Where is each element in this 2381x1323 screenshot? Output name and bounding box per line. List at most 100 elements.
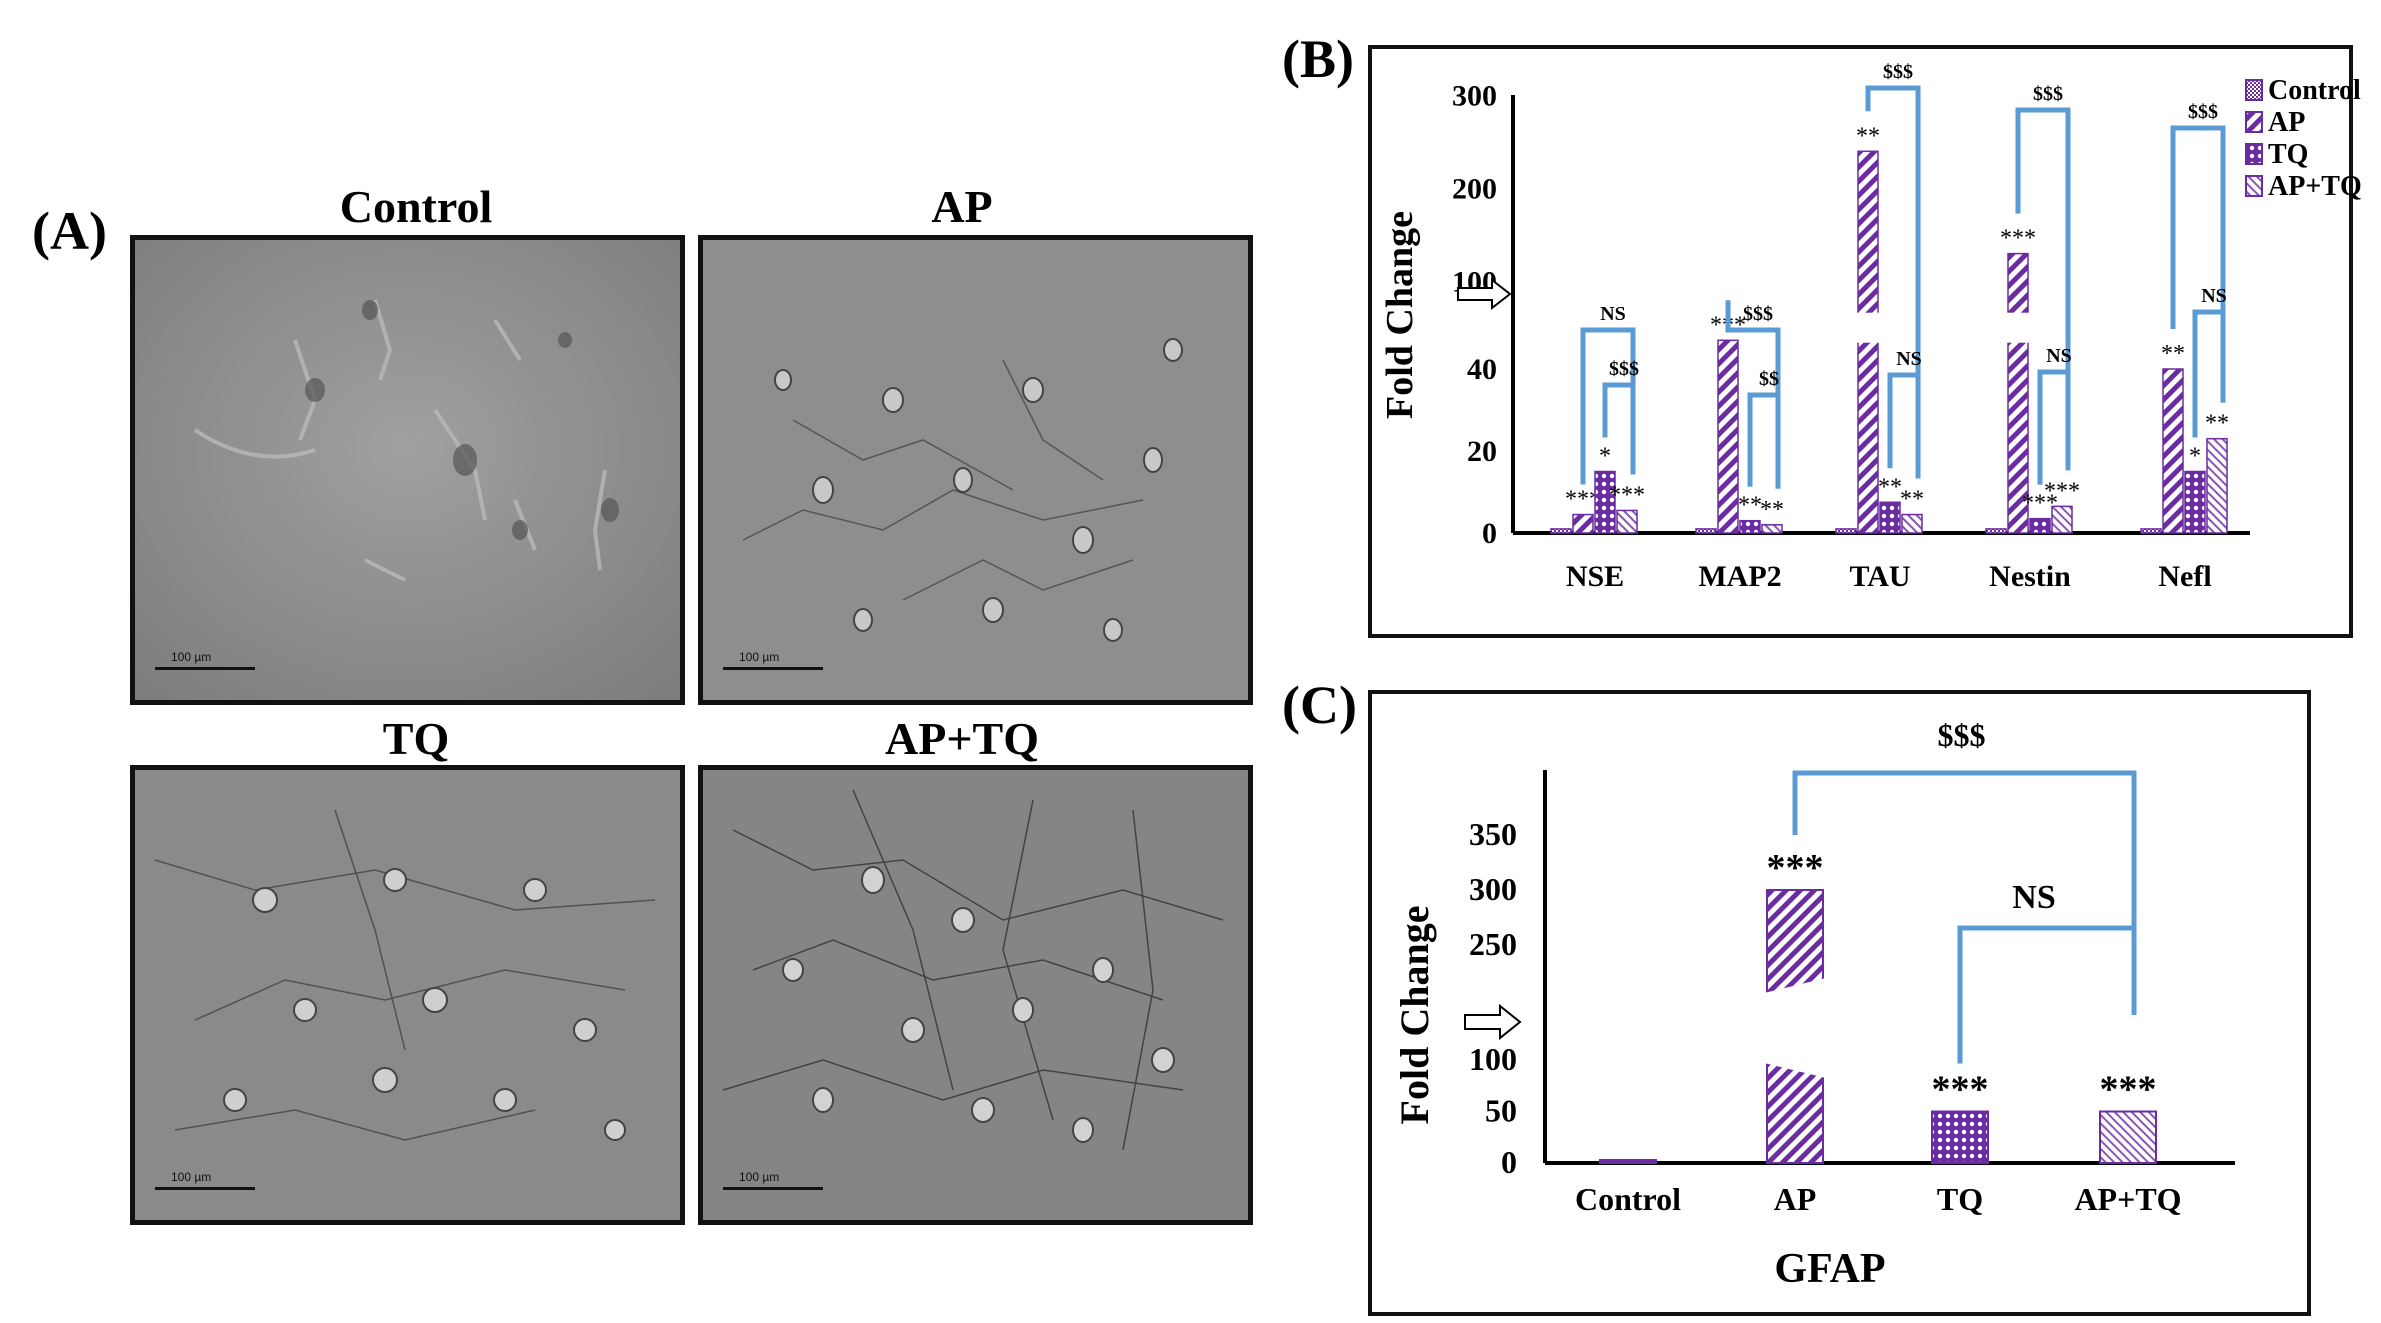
bar-ap-tq [2099,1110,2157,1164]
bar-ap-tq [1616,509,1638,534]
significance-label: ** [2161,341,2185,367]
bar-ap-tq [2206,437,2228,534]
scale-bar [723,1187,823,1190]
bracket-top [2015,107,2071,471]
x-tick-label: Control [1575,1181,1681,1217]
bar-ap-tq [1901,513,1923,534]
bar-tq [2029,517,2051,534]
micrograph-tq: 100 µm [130,765,685,1225]
y-axis-label: Fold Change [1392,906,1437,1125]
y-axis-label: Fold Change [1379,211,1421,419]
micrograph-tq-image [135,770,680,1220]
axis-break-arrow [1457,277,1512,311]
y-tick-label: 300 [1452,80,1497,113]
scale-bar [155,1187,255,1190]
bracket-top-label: $$$ [2033,83,2063,105]
bar-ap-tq [1761,524,1783,534]
bracket-top-label: $$$ [1883,61,1913,83]
significance-label: * [1599,444,1611,470]
bracket-top-label: NS [1600,303,1626,325]
scale-label: 100 µm [739,1170,780,1184]
significance-label: *** [1932,1069,1989,1111]
significance-label: *** [2000,226,2036,252]
significance-label: *** [2100,1069,2157,1111]
panel-c-frame [1368,690,2311,1316]
significance-label: ** [1760,497,1784,523]
bar-ap [2162,368,2184,534]
bar-ap [1717,339,1739,534]
bar-tq [1931,1110,1989,1164]
bar-tq [2184,470,2206,534]
bracket-top-label: $$$ [2188,101,2218,123]
scale-label: 100 µm [739,650,780,664]
x-tick-label: AP [1774,1181,1817,1217]
bracket-ap-aptq [1792,770,2137,1015]
bracket-inner [2192,309,2226,438]
scale-bar [723,667,823,670]
bar-break-gap [2006,312,2030,343]
legend-label: TQ [2268,139,2308,170]
legend-label: Control [2268,75,2361,106]
bracket-tq-aptq [1957,925,2134,1064]
significance-label: *** [1609,482,1645,508]
micro-title-tq: TQ [382,713,450,764]
bar-tq [1739,519,1761,534]
chart-title: GFAP [1774,1246,1885,1292]
micrograph-aptq-image [703,770,1248,1220]
bracket-inner-label: NS [2012,879,2055,916]
micro-title-aptq: AP+TQ [885,713,1039,764]
bar-control [2140,528,2162,534]
legend-label: AP+TQ [2268,171,2362,202]
bracket-top [1865,85,1921,479]
y-tick-label: 300 [1469,871,1517,907]
x-tick-label: TAU [1849,560,1910,593]
legend-swatch [2245,175,2263,197]
legend-swatch [2245,111,2263,133]
y-tick-label: 350 [1469,816,1517,852]
bar-ap-tq [2051,505,2073,534]
micrograph-aptq: 100 µm [698,765,1253,1225]
micro-title-control: Control [339,181,493,232]
bar-ap [1572,513,1594,534]
micrograph-ap-image [703,240,1248,700]
bar-tq [1879,501,1901,534]
bracket-top-label: $$$ [1743,303,1773,325]
bar-control [1835,528,1857,534]
significance-label: ** [1856,123,1880,149]
x-tick-label: Nefl [2158,560,2211,593]
x-tick-label: NSE [1566,560,1624,593]
micrograph-control: 100 µm [130,235,685,705]
scale-label: 100 µm [171,1170,212,1184]
scale-bar [155,667,255,670]
bracket-inner [2037,369,2071,485]
x-tick-label: AP+TQ [2074,1181,2181,1217]
significance-label: *** [1767,847,1824,889]
bracket-top [2170,125,2226,403]
bracket-inner-label: NS [2046,345,2072,367]
y-tick-label: 50 [1485,1093,1517,1129]
bracket-top-label: $$$ [1938,717,1986,753]
bracket-inner-label: $$$ [1609,358,1639,380]
significance-label: * [2189,444,2201,470]
y-tick-label: 0 [1482,517,1497,550]
y-tick-label: 200 [1452,173,1497,206]
panel-b-letter: (B) [1282,29,1354,89]
micrograph-ap: 100 µm [698,235,1253,705]
bar-break-gap [1856,312,1880,343]
bar-control [1985,528,2007,534]
bar-control [1550,528,1572,534]
bracket-inner [1887,372,1921,469]
y-tick-label: 100 [1469,1041,1517,1077]
legend-label: AP [2268,107,2305,138]
scale-label: 100 µm [171,650,212,664]
bracket-inner [1747,392,1781,487]
bar-break-gap [1764,978,1826,1078]
x-tick-label: Nestin [1989,560,2071,593]
y-tick-label: 40 [1467,353,1497,386]
significance-label: ** [1738,493,1762,519]
bar-control [1695,528,1717,534]
y-tick-label: 20 [1467,435,1497,468]
axis-break-arrow [1464,1003,1522,1041]
